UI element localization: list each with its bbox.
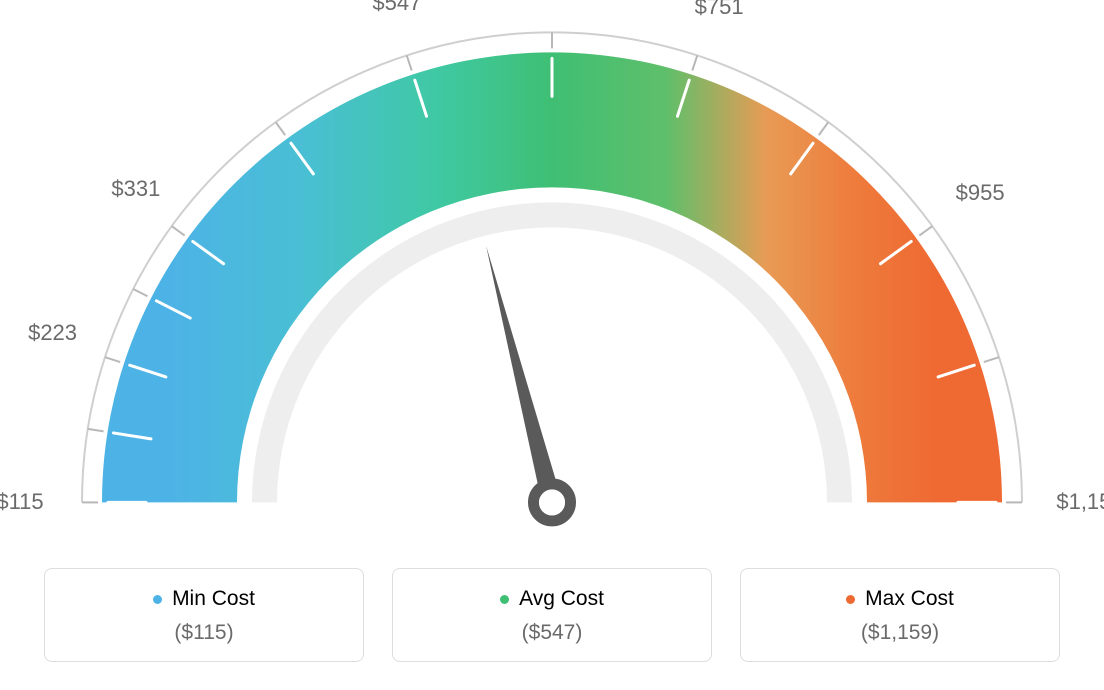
dot-icon [153,595,162,604]
gauge-tick-label: $331 [111,176,160,202]
gauge-tick-label: $955 [956,180,1005,206]
legend-title-max: Max Cost [846,587,954,611]
legend-row: Min Cost ($115) Avg Cost ($547) Max Cost… [0,568,1104,662]
gauge-tick-label: $751 [695,0,744,20]
legend-value-avg: ($547) [403,621,701,645]
gauge-tick-label: $223 [28,320,77,346]
legend-card-avg: Avg Cost ($547) [392,568,712,662]
legend-title-label: Max Cost [865,587,954,611]
legend-value-max: ($1,159) [751,621,1049,645]
gauge-svg [0,22,1104,582]
legend-card-min: Min Cost ($115) [44,568,364,662]
gauge-tick-label: $115 [0,489,44,515]
gauge-area: $115 $223 $331 $547 $751 $955 $1,159 [0,0,1104,560]
legend-value-min: ($115) [55,621,353,645]
gauge-tick-label: $1,159 [1056,489,1104,515]
legend-title-label: Min Cost [172,587,255,611]
dot-icon [846,595,855,604]
legend-card-max: Max Cost ($1,159) [740,568,1060,662]
gauge-tick-label: $547 [372,0,421,16]
cost-gauge-chart: { "gauge": { "type": "gauge", "cx": 552,… [0,0,1104,690]
legend-title-avg: Avg Cost [500,587,604,611]
dot-icon [500,595,509,604]
legend-title-label: Avg Cost [519,587,604,611]
legend-title-min: Min Cost [153,587,255,611]
